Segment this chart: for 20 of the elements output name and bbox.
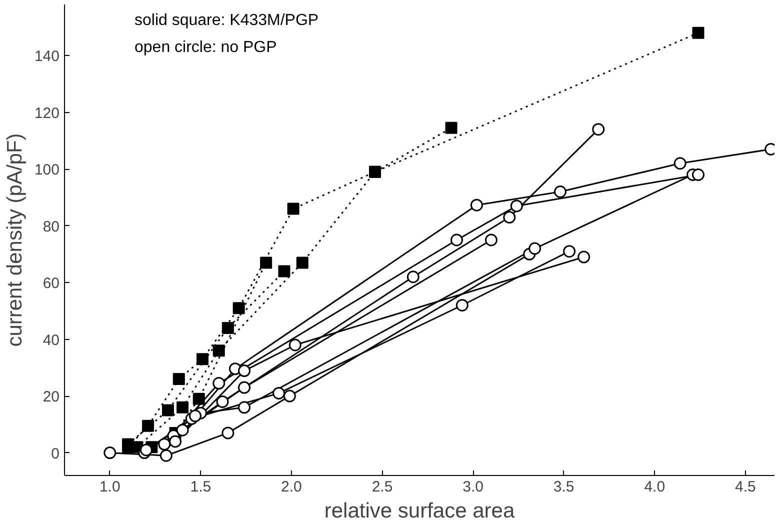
x-tick-label: 4.5 (735, 478, 756, 496)
annotation: open circle: no PGP (134, 39, 277, 56)
x-tick-label: 2.5 (372, 478, 393, 496)
x-tick-label: 4.0 (644, 478, 666, 496)
x-tick-label: 1.5 (190, 478, 212, 496)
x-tick-label: 1.0 (99, 478, 120, 496)
x-axis-title: relative surface area (324, 500, 515, 522)
y-tick-label: 60 (42, 275, 60, 292)
y-tick-label: 0 (51, 445, 60, 462)
x-tick-label: 3.5 (553, 478, 574, 496)
y-tick-label: 100 (34, 162, 60, 179)
y-tick-label: 120 (34, 104, 60, 122)
y-tick-label: 20 (42, 388, 60, 406)
annotation: solid square: K433M/PGP (134, 12, 319, 29)
y-axis-title: current density (pA/pF) (3, 133, 26, 347)
y-tick-label: 80 (42, 218, 60, 236)
x-tick-label: 3.0 (462, 478, 484, 496)
x-tick-label: 2.0 (281, 478, 302, 496)
y-tick-label: 40 (42, 332, 60, 349)
y-tick-label: 140 (34, 48, 60, 66)
